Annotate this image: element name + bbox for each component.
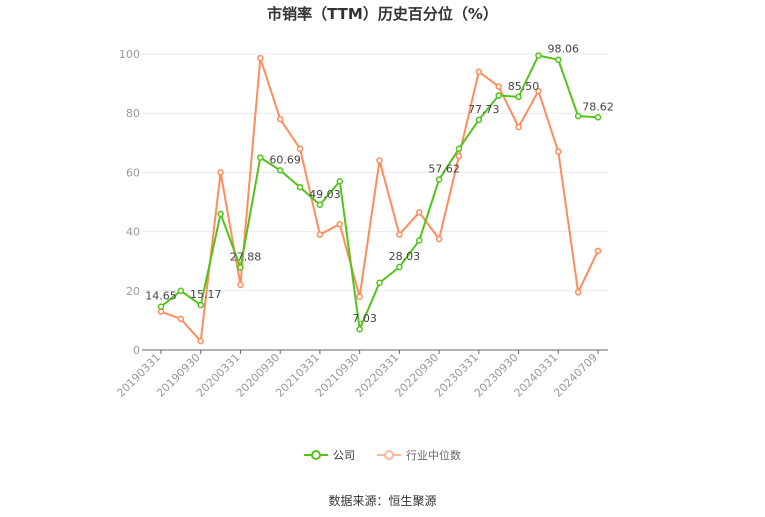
- data-point: [435, 235, 443, 243]
- data-point: [177, 287, 185, 295]
- data-label: 14.65: [145, 290, 177, 303]
- data-point: [276, 167, 284, 174]
- data-label: 77.73: [468, 103, 500, 116]
- data-point: [415, 237, 423, 244]
- data-point: [217, 169, 224, 176]
- data-label: 85.50: [508, 80, 540, 93]
- data-point: [515, 93, 522, 101]
- data-point: [376, 157, 383, 164]
- data-point: [257, 154, 264, 161]
- data-point: [475, 116, 483, 124]
- data-label: 49.03: [309, 188, 341, 201]
- y-tick-label: 100: [119, 48, 140, 61]
- legend-item-industry-median[interactable]: 行业中位数: [377, 447, 461, 463]
- data-point: [535, 87, 542, 95]
- data-point: [316, 201, 324, 209]
- data-point: [515, 123, 522, 131]
- y-tick-label: 80: [126, 107, 140, 120]
- data-point: [396, 263, 403, 271]
- data-point: [336, 220, 344, 228]
- data-point: [157, 303, 165, 310]
- data-point: [237, 264, 244, 271]
- data-point: [257, 54, 264, 62]
- data-point: [495, 92, 502, 99]
- data-label: 60.69: [269, 153, 301, 166]
- data-point: [435, 176, 443, 183]
- data-point: [356, 325, 363, 333]
- data-point: [396, 231, 403, 238]
- y-tick-label: 20: [126, 285, 140, 298]
- data-label: 98.06: [548, 43, 580, 56]
- data-point: [555, 56, 562, 63]
- data-label: 78.62: [582, 100, 614, 113]
- data-point: [594, 247, 602, 255]
- data-point: [276, 115, 284, 123]
- data-source: 数据来源：恒生聚源: [328, 494, 437, 508]
- data-label: 28.03: [389, 250, 421, 263]
- data-point: [535, 52, 542, 59]
- legend-line-icon: [304, 450, 328, 460]
- data-point: [237, 281, 244, 289]
- legend-line-icon: [377, 450, 401, 460]
- chart-title: 市销率（TTM）历史百分位（%）: [267, 5, 498, 23]
- data-point: [356, 293, 363, 300]
- data-point: [197, 337, 204, 345]
- y-tick-label: 40: [126, 226, 140, 239]
- data-point: [574, 289, 582, 296]
- series-line: [160, 57, 599, 344]
- data-label: 7.03: [352, 312, 377, 325]
- data-point: [495, 83, 502, 90]
- data-point: [594, 114, 602, 121]
- data-label: 15.17: [190, 288, 222, 301]
- data-point: [316, 231, 324, 238]
- data-point: [376, 279, 383, 287]
- data-point: [475, 68, 483, 76]
- data-point: [415, 209, 423, 216]
- legend-label: 公司: [333, 449, 355, 462]
- data-point: [455, 145, 463, 152]
- data-point: [296, 145, 304, 152]
- data-point: [574, 112, 582, 120]
- data-point: [336, 178, 344, 185]
- x-tick-label: 20240709: [551, 351, 600, 400]
- data-label: 57.62: [428, 162, 460, 175]
- line-chart: 0204060801002019033120190930202003312020…: [114, 43, 614, 400]
- y-tick-label: 0: [133, 344, 140, 357]
- data-point: [177, 315, 185, 323]
- series-line: [160, 54, 599, 333]
- data-point: [455, 152, 463, 160]
- legend-label: 行业中位数: [406, 449, 461, 462]
- data-point: [555, 148, 562, 155]
- data-point: [296, 183, 304, 191]
- legend: 公司 行业中位数: [0, 447, 765, 463]
- data-point: [197, 301, 204, 309]
- y-tick-label: 60: [126, 166, 140, 179]
- legend-item-company[interactable]: 公司: [304, 447, 355, 463]
- data-point: [217, 210, 224, 218]
- data-label: 27.88: [230, 250, 262, 263]
